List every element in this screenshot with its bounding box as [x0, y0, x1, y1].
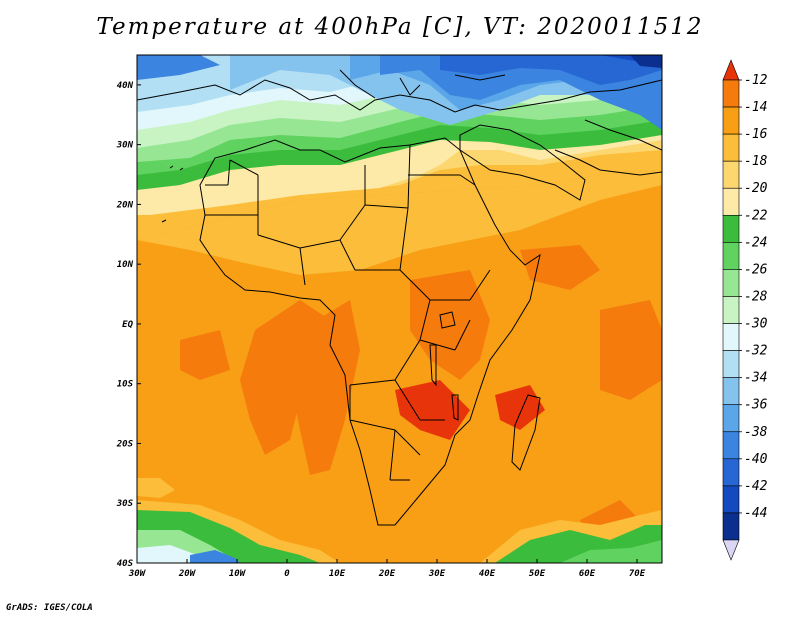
colorbar-label: -44 [744, 506, 767, 521]
colorbar-label: -42 [744, 479, 768, 494]
colorbar-label: -32 [744, 344, 768, 359]
colorbar-label: -34 [744, 371, 767, 386]
colorbar-swatch [722, 377, 740, 406]
colorbar-swatch [722, 323, 740, 351]
colorbar-label: -26 [744, 262, 768, 277]
colorbar-swatch [722, 79, 740, 108]
lon-tick-label: 10W [229, 569, 247, 579]
colorbar-swatch [722, 485, 740, 514]
lon-tick-label: 60E [579, 569, 596, 579]
colorbar-swatch [722, 431, 740, 460]
lon-tick-label: 30E [428, 569, 446, 579]
lat-tick-label: 40N [117, 81, 134, 91]
lon-tick-label: 40E [479, 569, 496, 579]
colorbar-swatch [722, 187, 740, 216]
colorbar-label: -24 [744, 235, 767, 250]
colorbar-bottom-triangle [722, 539, 740, 561]
lat-tick-label: 10N [117, 260, 134, 270]
temperature-field [137, 55, 662, 563]
lon-tick-label: 20W [178, 569, 197, 579]
colorbar-label: -30 [744, 317, 768, 332]
colorbar-swatch [722, 133, 740, 162]
colorbar-label: -22 [744, 208, 768, 223]
lon-tick-label: 70E [629, 569, 646, 579]
colorbar-label: -16 [744, 127, 768, 142]
colorbar-swatch [722, 404, 740, 433]
lat-tick-label: 20S [116, 439, 134, 449]
lon-tick-label: 0 [284, 569, 290, 579]
latitude-axis: 40N 30N 20N 10N EQ 10S 20S 30S 40S [116, 81, 141, 569]
colorbar-swatch [722, 296, 740, 324]
colorbar-label: -28 [744, 289, 768, 304]
lat-tick-label: 40S [117, 559, 134, 569]
colorbar-label: -40 [744, 452, 768, 467]
grads-credit: GrADS: IGES/COLA [6, 603, 93, 613]
colorbar-label: -20 [744, 181, 768, 196]
lat-tick-label: EQ [122, 320, 133, 330]
coastlines [137, 69, 662, 526]
lat-tick-label: 30N [116, 141, 134, 151]
colorbar-top-triangle [722, 59, 740, 81]
map-frame [136, 54, 663, 564]
colorbar-swatch [722, 242, 740, 270]
colorbar-swatch [722, 269, 740, 297]
longitude-axis: 30W 20W 10W 0 10E 20E 30E 40E 50E 60E 70E [128, 559, 646, 579]
colorbar-swatch [722, 458, 740, 487]
lat-tick-label: 20N [116, 200, 134, 210]
lon-tick-label: 30W [128, 569, 147, 579]
colorbar-label: -14 [744, 100, 767, 115]
colorbar-swatch [722, 160, 740, 189]
lon-tick-label: 20E [378, 569, 396, 579]
colorbar-swatch [722, 350, 740, 378]
colorbar-label: -38 [744, 425, 768, 440]
lat-tick-label: 30S [116, 499, 134, 509]
colorbar-swatch [722, 106, 740, 135]
lon-tick-label: 10E [329, 569, 346, 579]
colorbar-swatch [722, 512, 740, 541]
map-title: Temperature at 400hPa [C], VT: 202001151… [96, 14, 704, 40]
colorbar-swatch [722, 214, 740, 243]
colorbar-label: -18 [744, 154, 768, 169]
lat-tick-label: 10S [117, 380, 134, 390]
colorbar-label: -36 [744, 398, 768, 413]
colorbar-label: -12 [744, 73, 768, 88]
lon-tick-label: 50E [529, 569, 546, 579]
colorbar: -12 -14 -16 -18 -20 -22 -24 -26 -28 -30 -32 -34 -36 -… [722, 59, 768, 561]
